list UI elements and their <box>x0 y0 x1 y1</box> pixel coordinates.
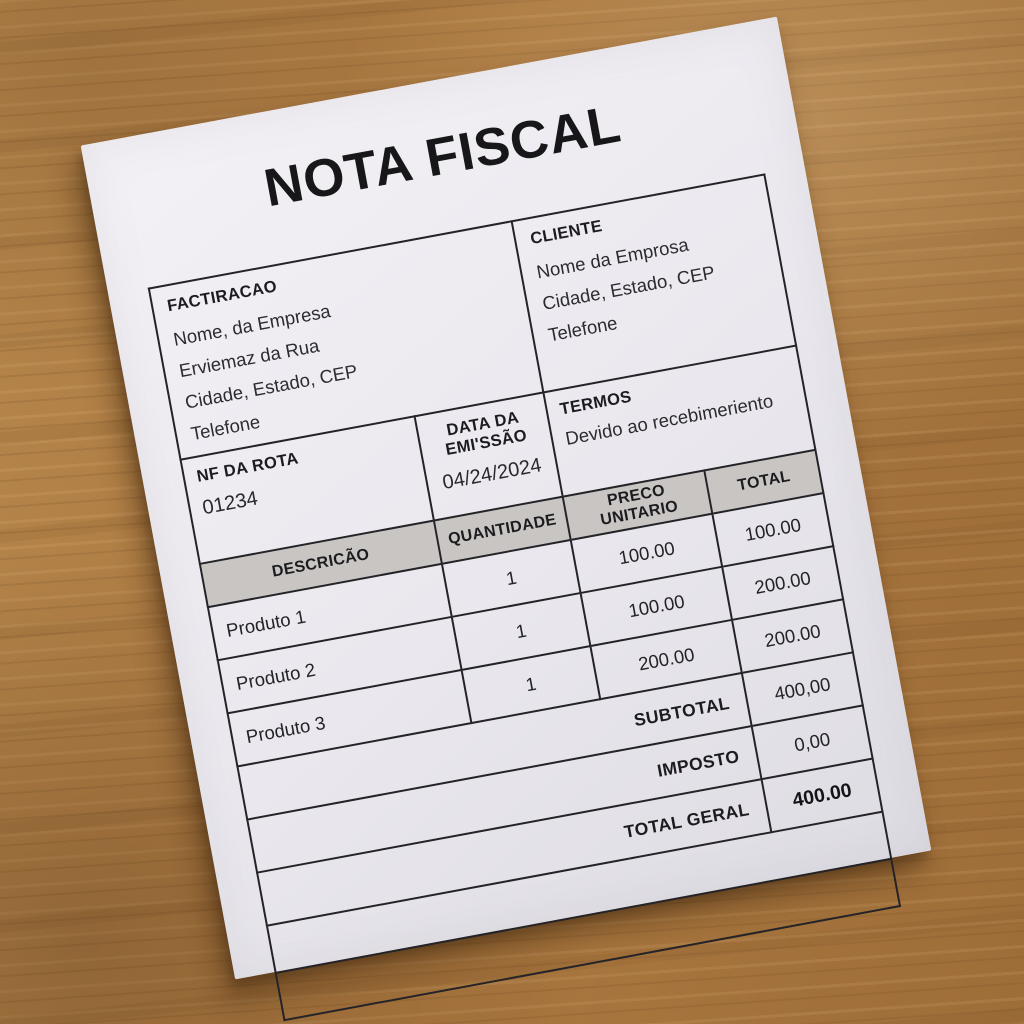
invoice-paper: NOTA FISCAL FACTIRACAO Nome, da Empresa … <box>80 16 932 1021</box>
issue-date-value: 04/24/2024 <box>440 454 544 495</box>
invoice-table: FACTIRACAO Nome, da Empresa Erviemaz da … <box>148 173 901 1021</box>
issue-date-label: DATA DA EMI'SSÃO <box>444 408 529 460</box>
